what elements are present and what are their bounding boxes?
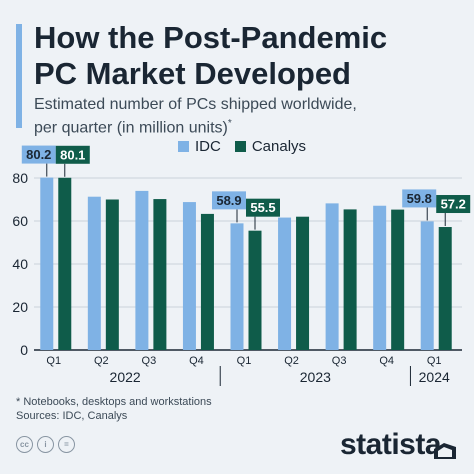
chart-subtitle: Estimated number of PCs shipped worldwid… <box>34 95 454 137</box>
bar-idc-2 <box>135 190 149 350</box>
x-tick-label: Q2 <box>94 355 109 367</box>
bar-canalys-6 <box>343 209 357 350</box>
year-label: 2023 <box>300 369 331 385</box>
data-label: 80.1 <box>60 147 85 162</box>
data-label-box <box>212 191 246 210</box>
bar-canalys-4 <box>248 230 262 350</box>
y-tick-label: 20 <box>12 299 28 315</box>
chart-subtitle-line-2-text: per quarter (in million units) <box>34 119 228 137</box>
data-label-box <box>402 189 437 208</box>
bar-idc-1 <box>87 196 101 350</box>
chart-subtitle-line-2: per quarter (in million units)* <box>34 114 454 137</box>
y-tick-label: 80 <box>12 170 28 186</box>
equals-icon: = <box>58 436 75 453</box>
y-tick-label: 0 <box>20 342 28 358</box>
bar-chart: 0 20 40 60 80 Q1 Q2 Q3 Q4 Q1 Q2 Q3 Q4 Q1 2022 2023 2024 8… <box>12 145 471 386</box>
legend-item-idc: IDC <box>178 138 221 155</box>
x-tick-label: Q3 <box>142 355 157 367</box>
data-label-box <box>246 198 280 217</box>
chart-title: How the Post-Pandemic PC Market Develope… <box>34 20 454 92</box>
bar-idc-0 <box>40 177 54 350</box>
brand-logo-text: statista <box>340 428 442 461</box>
bar-idc-4 <box>230 223 244 350</box>
bar-canalys-2 <box>153 199 167 350</box>
cc-icon: cc <box>16 436 33 453</box>
x-tick-label: Q1 <box>46 355 61 367</box>
data-label: 59.8 <box>407 191 432 206</box>
subtitle-asterisk: * <box>227 118 232 129</box>
x-tick-label: Q1 <box>427 355 442 367</box>
bar-idc-3 <box>182 202 196 350</box>
y-tick-label: 40 <box>12 256 28 272</box>
legend-item-canalys: Canalys <box>234 137 307 155</box>
bar-idc-7 <box>373 205 387 350</box>
legend-label-idc: IDC <box>195 137 221 155</box>
data-label: 80.2 <box>26 147 51 162</box>
x-tick-label: Q4 <box>379 355 394 367</box>
footnote-definition: * Notebooks, desktops and workstations <box>16 396 212 408</box>
bar-canalys-7 <box>391 209 405 350</box>
year-label: 2022 <box>110 369 141 385</box>
legend-swatch-canalys <box>234 140 246 152</box>
year-label: 2024 <box>419 369 450 385</box>
footnote: * Notebooks, desktops and workstations S… <box>16 395 212 423</box>
chart-title-line-1: How the Post-Pandemic <box>34 20 388 55</box>
bar-canalys-5 <box>296 216 310 350</box>
data-label: 58.9 <box>216 193 241 208</box>
x-tick-label: Q4 <box>189 355 204 367</box>
chart-subtitle-line-1: Estimated number of PCs shipped worldwid… <box>34 96 357 113</box>
license-icons: cc i = <box>16 436 79 453</box>
bar-canalys-3 <box>200 213 214 350</box>
data-label-box <box>436 195 471 214</box>
data-label-box <box>21 145 56 164</box>
data-label: 57.2 <box>441 197 466 212</box>
chart-title-line-2: PC Market Developed <box>34 56 351 91</box>
bar-idc-6 <box>325 203 339 350</box>
bar-idc-8 <box>420 221 434 350</box>
data-label: 55.5 <box>250 200 275 215</box>
bar-canalys-8 <box>438 227 452 350</box>
statista-logo-icon <box>434 443 456 459</box>
x-tick-label: Q2 <box>284 355 299 367</box>
bar-canalys-0 <box>58 177 72 350</box>
footnote-sources: Sources: IDC, Canalys <box>16 410 128 422</box>
bar-canalys-1 <box>105 199 119 350</box>
x-tick-label: Q3 <box>332 355 347 367</box>
legend-swatch-idc <box>178 140 189 152</box>
legend-label-canalys: Canalys <box>251 137 307 155</box>
bar-idc-5 <box>278 217 292 350</box>
data-label-box <box>55 145 90 164</box>
person-icon: i <box>37 436 54 453</box>
title-accent-bar <box>16 24 22 128</box>
x-tick-label: Q1 <box>237 355 252 367</box>
y-tick-label: 60 <box>12 213 28 229</box>
chart-legend: IDC Canalys <box>178 137 320 155</box>
